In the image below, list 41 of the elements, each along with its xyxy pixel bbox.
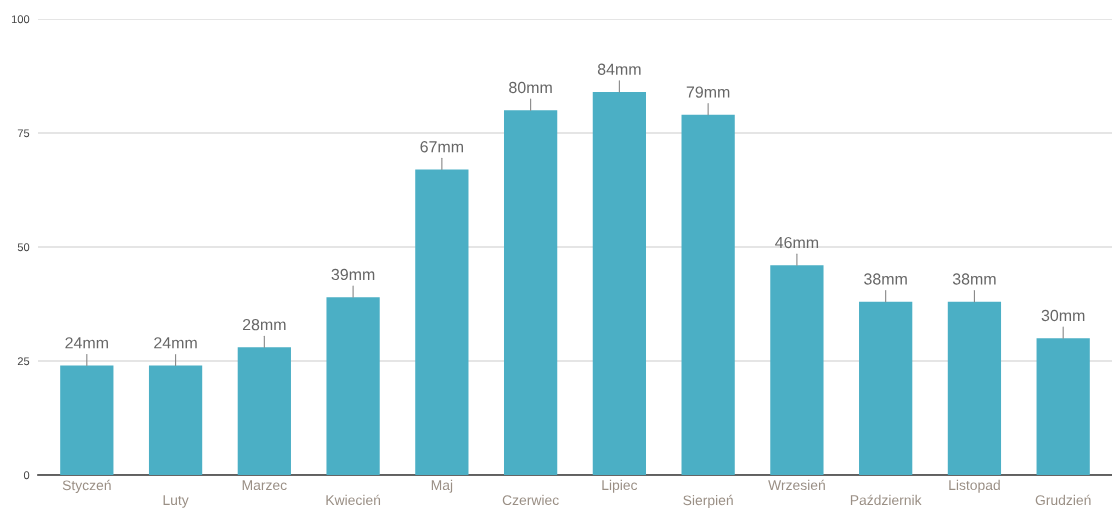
data-label: 46mm	[775, 236, 819, 249]
data-label: 80mm	[509, 81, 552, 94]
y-tick-label: 25	[17, 357, 30, 366]
data-label: 79mm	[686, 86, 730, 98]
bar	[1036, 338, 1090, 475]
x-tick-label: Marzec	[242, 480, 287, 491]
data-label: 38mm	[864, 273, 907, 285]
x-tick-label: Grudzień	[1035, 494, 1091, 506]
data-label: 30mm	[1041, 309, 1085, 322]
bar	[326, 297, 380, 475]
x-tick-label: Lipiec	[602, 479, 638, 493]
x-tick-label: Maj	[431, 479, 453, 493]
data-label: 38mm	[952, 273, 996, 285]
x-tick-label: Październik	[850, 494, 922, 506]
x-tick-label: Luty	[163, 495, 189, 508]
x-tick-label: Listopad	[949, 479, 1000, 493]
y-tick-label: 75	[17, 129, 30, 138]
bar	[60, 365, 114, 475]
y-tick-label: 100	[11, 15, 30, 24]
bar	[237, 347, 291, 475]
bar	[947, 301, 1002, 475]
x-tick-label: Sierpień	[683, 494, 733, 508]
bar	[503, 110, 558, 475]
bar	[415, 169, 469, 475]
data-label: 28mm	[242, 318, 286, 331]
y-tick-label: 0	[23, 471, 30, 480]
bar	[681, 114, 735, 475]
bar	[148, 365, 203, 475]
data-label: 24mm	[65, 337, 108, 349]
x-tick-label: Styczeń	[62, 479, 111, 493]
data-label: 67mm	[420, 141, 463, 153]
x-tick-label: Wrzesień	[768, 479, 825, 491]
y-tick-label: 50	[17, 243, 30, 252]
x-tick-label: Czerwiec	[502, 494, 559, 506]
bar	[592, 91, 647, 475]
x-tick-label: Kwiecień	[326, 494, 381, 506]
data-label: 24mm	[154, 337, 197, 349]
bar	[859, 301, 913, 475]
data-label: 39mm	[331, 268, 375, 281]
bar	[770, 265, 824, 475]
data-label: 84mm	[597, 63, 641, 75]
